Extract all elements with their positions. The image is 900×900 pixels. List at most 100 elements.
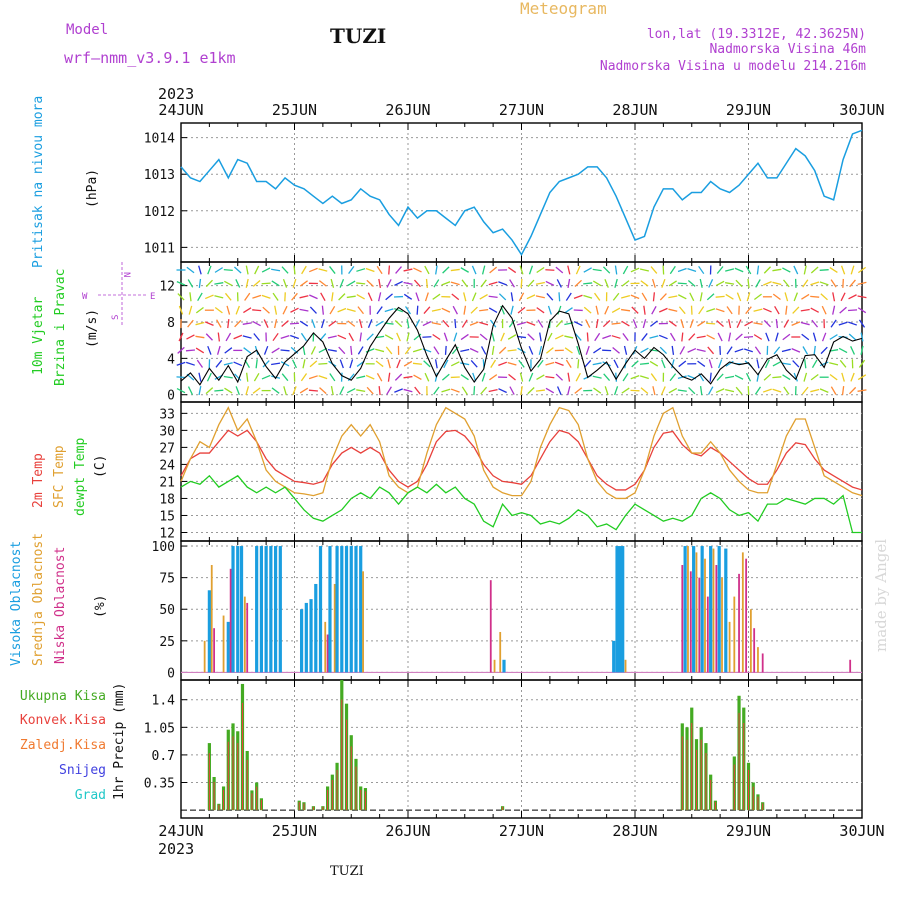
cloud-unit: (%) xyxy=(93,595,108,618)
wind-arrow xyxy=(254,265,260,275)
wind-arrow xyxy=(461,279,468,288)
wind-arrow xyxy=(195,347,205,354)
wind-arrow xyxy=(783,386,790,395)
wind-arrow xyxy=(318,362,328,365)
wind-arrow xyxy=(214,306,223,314)
wind-arrow xyxy=(384,334,394,340)
wind-arrow xyxy=(611,307,621,313)
wind-arrow xyxy=(225,332,232,342)
wind-arrow xyxy=(526,294,536,300)
wind-arrow xyxy=(310,346,316,355)
convective-bar xyxy=(360,790,362,811)
wind-arrow xyxy=(765,332,770,342)
wind-arrow xyxy=(510,305,514,315)
compass-west: W xyxy=(82,292,88,302)
wind-arrow xyxy=(365,267,375,273)
cloud-bar xyxy=(741,552,744,673)
wind-arrow xyxy=(217,332,221,342)
wind-speed-line xyxy=(180,304,863,386)
wind-arrow xyxy=(271,280,280,287)
wind-arrow xyxy=(801,293,810,300)
wind-arrow xyxy=(756,359,760,369)
wind-arrow xyxy=(450,268,460,272)
wind-arrow xyxy=(652,292,656,302)
wind-arrow xyxy=(253,333,261,341)
wind-arrow xyxy=(565,292,572,301)
wind-arrow xyxy=(592,375,602,379)
wind-arrow xyxy=(819,269,829,271)
wind-arrow xyxy=(187,279,194,288)
wind-arrow xyxy=(555,319,563,328)
wind-arrow xyxy=(612,347,620,354)
convective-bar xyxy=(256,786,258,811)
cloud-bar xyxy=(328,546,332,673)
wind-arrow xyxy=(545,376,555,379)
wind-arrow xyxy=(781,362,791,366)
wind-arrow xyxy=(356,268,366,272)
wind-arrow xyxy=(443,359,449,369)
cloud-bar xyxy=(489,580,492,673)
legend-graupel: Grad xyxy=(75,788,106,803)
cloud-bar xyxy=(226,621,230,673)
wind-arrow xyxy=(564,307,573,314)
wind-arrow xyxy=(481,372,486,382)
wind-arrow xyxy=(545,361,555,366)
wind-arrow xyxy=(413,279,421,288)
cloud-bar xyxy=(335,546,339,673)
wind-arrow xyxy=(603,373,611,382)
wind-arrow xyxy=(811,319,819,328)
y-tick-label: 100 xyxy=(152,540,175,555)
wind-arrow xyxy=(651,278,656,288)
wind-arrow xyxy=(431,308,441,312)
wind-arrow xyxy=(734,374,744,380)
legend-total-rain: Ukupna Kisa xyxy=(20,689,106,704)
cloud-bar xyxy=(207,590,211,673)
wind-arrow xyxy=(841,372,845,382)
wind-arrow xyxy=(659,293,667,301)
y-tick-label: 1013 xyxy=(144,168,175,183)
wind-arrow xyxy=(425,278,428,288)
wind-arrow xyxy=(652,386,656,396)
wind-arrow xyxy=(365,374,375,380)
wind-arrow xyxy=(252,387,261,394)
wind-arrow xyxy=(415,292,420,302)
convective-bar xyxy=(260,800,262,811)
wind-arrow xyxy=(801,333,810,341)
wind-arrow xyxy=(537,359,544,368)
product-title: Meteogram xyxy=(520,0,607,18)
wind-arrow xyxy=(444,345,447,355)
wind-arrow xyxy=(292,386,297,396)
convective-bar xyxy=(355,766,357,811)
convective-bar xyxy=(691,722,693,811)
wind-arrow xyxy=(850,346,856,355)
wind-arrow xyxy=(848,309,858,312)
wind-arrow xyxy=(299,280,308,287)
wind-arrow xyxy=(715,388,725,394)
y-tick-label: 1014 xyxy=(144,132,175,147)
wind-arrow xyxy=(338,293,346,301)
wind-arrow xyxy=(810,388,820,393)
wind-arrow xyxy=(329,266,336,274)
wind-arrow xyxy=(677,282,687,285)
wind-arrow xyxy=(480,279,487,288)
wind-arrow xyxy=(253,372,260,382)
wind-arrow xyxy=(517,347,526,354)
wind-arrow xyxy=(669,265,676,275)
wind-arrow xyxy=(745,306,752,315)
wind-arrow xyxy=(394,308,403,313)
wind-arrow xyxy=(791,348,801,353)
wind-arrow xyxy=(661,278,666,288)
wind-arrow xyxy=(214,282,224,285)
temp-unit: (C) xyxy=(93,455,108,478)
convective-bar xyxy=(241,702,243,811)
wind-arrow xyxy=(441,373,450,381)
wind-arrow xyxy=(347,280,356,287)
wind-arrow xyxy=(802,279,809,288)
wind-arrow xyxy=(396,332,401,342)
wind-arrow xyxy=(773,346,781,355)
wind-arrow xyxy=(743,335,754,339)
wind-arrow xyxy=(554,334,564,340)
convective-bar xyxy=(327,790,329,811)
convective-bar xyxy=(733,764,735,811)
wind-arrow xyxy=(242,335,252,339)
